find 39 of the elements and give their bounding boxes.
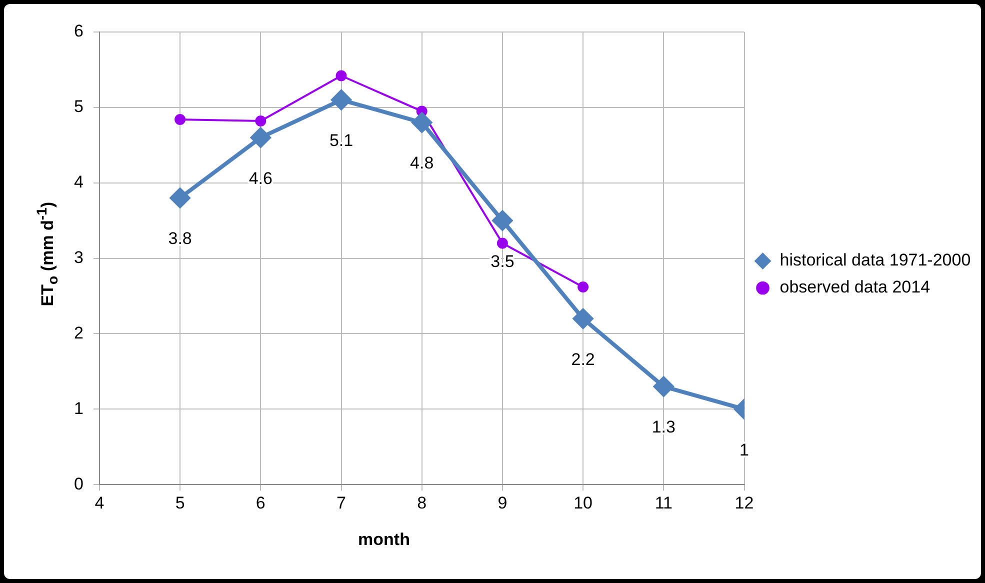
point <box>174 114 186 126</box>
legend-label: historical data 1971-2000 <box>780 250 971 270</box>
x-tick-label: 4 <box>94 493 104 512</box>
y-tick-label: 3 <box>74 248 84 267</box>
point <box>255 116 266 127</box>
y-tick-label: 2 <box>74 323 84 342</box>
y-tick-label: 5 <box>74 97 84 116</box>
x-tick-label: 6 <box>256 493 266 512</box>
point <box>578 281 589 292</box>
point <box>170 188 190 208</box>
x-tick-label: 9 <box>498 493 508 512</box>
x-tick-label: 8 <box>417 493 427 512</box>
data-label: 1.3 <box>652 418 676 437</box>
y-tick-label: 6 <box>74 22 84 41</box>
legend-label: observed data 2014 <box>780 278 930 297</box>
point <box>654 376 674 397</box>
y-tick-label: 0 <box>74 474 84 494</box>
data-label: 2.2 <box>571 350 595 369</box>
x-tick-label: 7 <box>336 493 346 512</box>
data-label: 4.6 <box>248 168 272 188</box>
data-label: 4.8 <box>410 154 434 173</box>
y-tick-label: 4 <box>74 172 84 192</box>
data-label: 3.5 <box>490 252 514 271</box>
x-tick-label: 11 <box>654 493 672 512</box>
x-axis-title: month <box>358 530 410 550</box>
point <box>573 308 594 329</box>
data-label: 5.1 <box>329 131 354 150</box>
data-label: 3.8 <box>168 229 192 248</box>
y-tick-label: 1 <box>74 398 84 418</box>
point <box>336 70 347 82</box>
data-label: 1 <box>740 440 749 460</box>
point <box>492 210 512 231</box>
point <box>412 112 432 133</box>
x-tick-label: 12 <box>734 493 754 512</box>
point <box>250 128 271 148</box>
point <box>331 90 352 110</box>
x-tick-label: 10 <box>574 493 593 512</box>
point <box>496 238 508 249</box>
x-tick-label: 5 <box>175 493 185 512</box>
